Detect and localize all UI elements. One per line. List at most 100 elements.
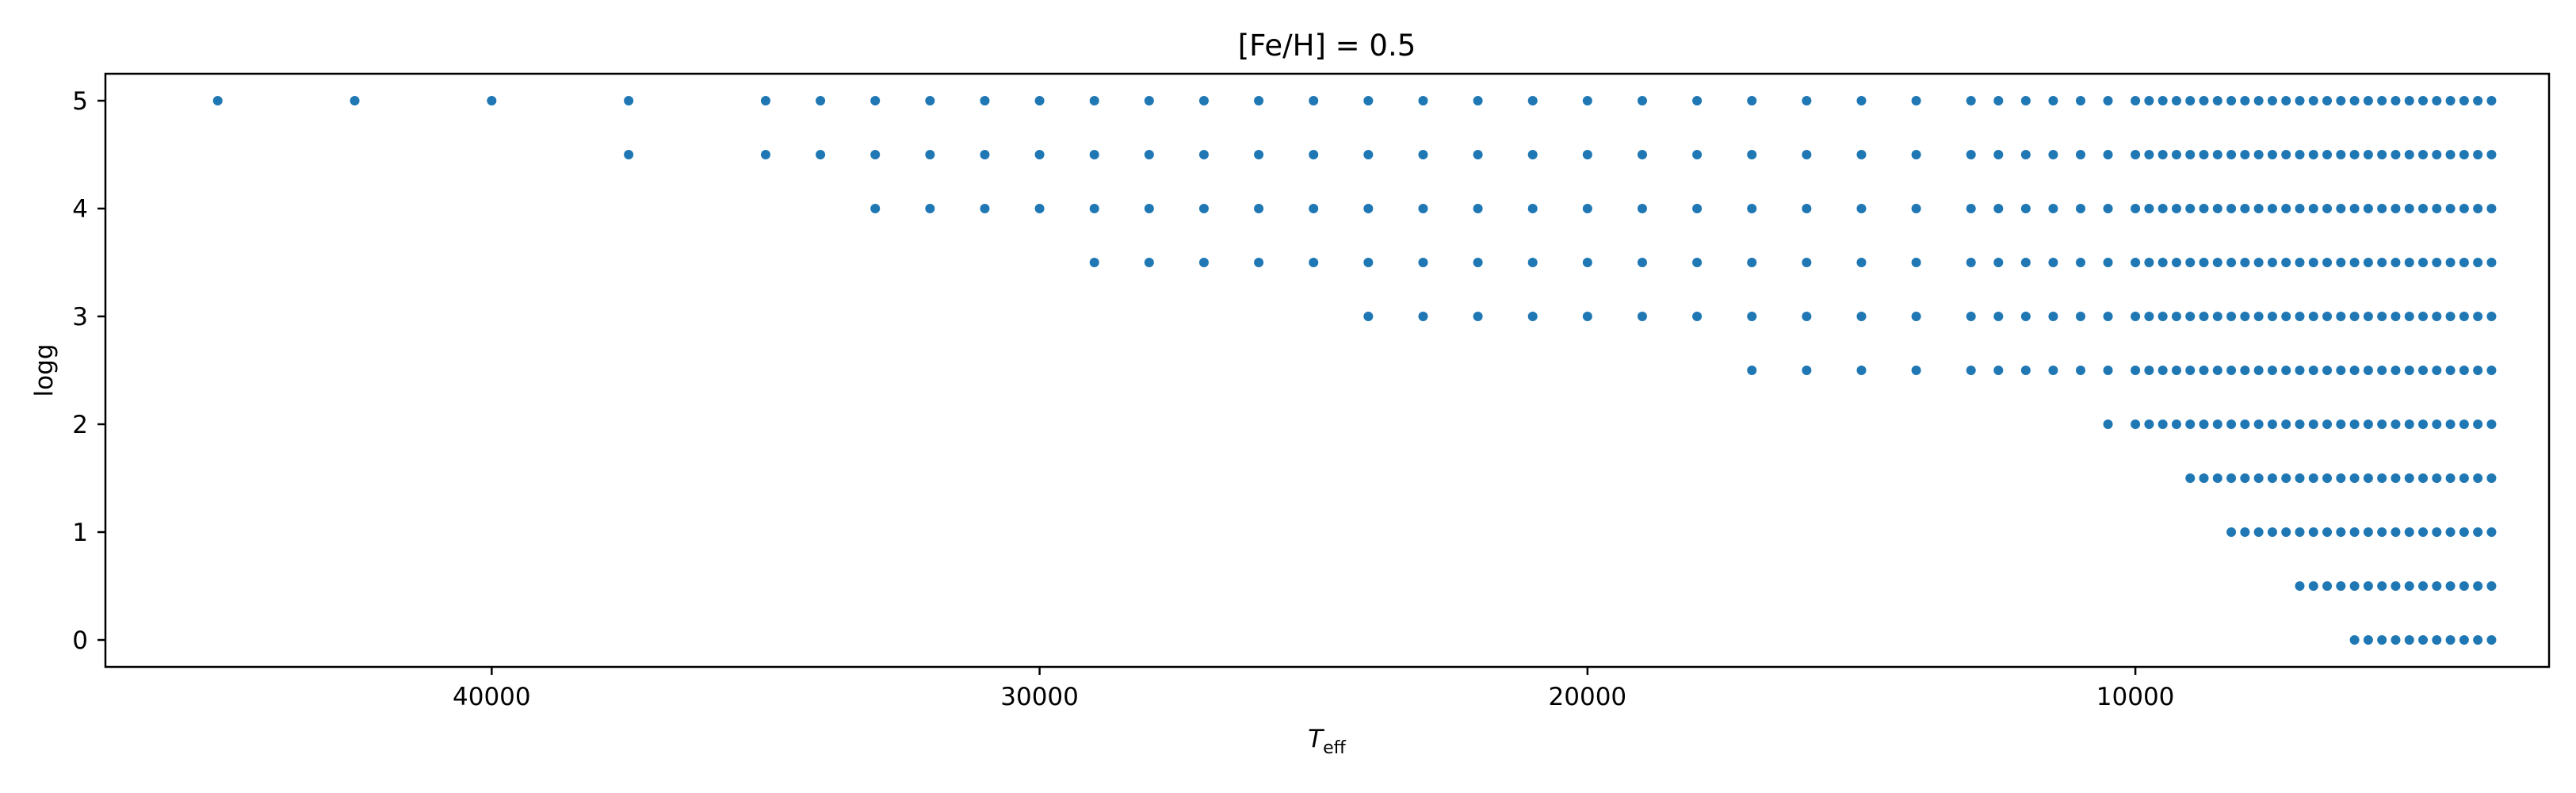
data-point: [1473, 258, 1483, 267]
data-point: [2103, 312, 2113, 321]
data-point: [2432, 312, 2442, 321]
data-point: [2240, 258, 2250, 267]
x-axis-ticks: 40000 30000 20000 10000: [453, 667, 2174, 711]
data-point: [1747, 96, 1757, 105]
data-point: [2391, 96, 2401, 105]
data-point: [2185, 473, 2196, 483]
data-point: [2295, 581, 2305, 591]
y-tick-label: 1: [72, 519, 88, 547]
data-point: [2486, 258, 2497, 267]
data-point: [2157, 150, 2168, 159]
data-point: [2445, 473, 2456, 483]
data-point: [2240, 366, 2250, 375]
data-point: [212, 96, 223, 105]
data-point: [2240, 473, 2250, 483]
data-point: [980, 96, 990, 105]
data-point: [2253, 312, 2264, 321]
data-point: [2391, 204, 2401, 213]
data-point: [2404, 635, 2414, 645]
data-point: [2349, 581, 2360, 591]
data-point: [2432, 635, 2442, 645]
data-point: [2075, 150, 2085, 159]
data-point: [2308, 258, 2318, 267]
data-point: [2226, 258, 2237, 267]
data-point: [2295, 527, 2305, 537]
data-point: [2322, 150, 2333, 159]
data-point: [2075, 96, 2085, 105]
data-point: [2212, 419, 2222, 429]
data-point: [2020, 96, 2031, 105]
data-point: [1363, 258, 1374, 267]
data-point: [2363, 312, 2373, 321]
data-point: [1254, 96, 1264, 105]
data-point: [2295, 419, 2305, 429]
data-point: [2418, 581, 2429, 591]
data-point: [2295, 473, 2305, 483]
data-point: [2144, 366, 2154, 375]
data-point: [2267, 150, 2277, 159]
data-point: [2075, 366, 2085, 375]
data-point: [2432, 204, 2442, 213]
data-point: [980, 204, 990, 213]
data-point: [2171, 96, 2181, 105]
data-point: [2185, 419, 2196, 429]
data-point: [1802, 150, 1812, 159]
y-tick-label: 0: [72, 626, 88, 655]
data-point: [2020, 150, 2031, 159]
data-point: [2418, 527, 2429, 537]
data-point: [2473, 258, 2483, 267]
data-point: [1089, 204, 1099, 213]
data-point: [2185, 204, 2196, 213]
data-point: [2432, 527, 2442, 537]
data-point: [2253, 527, 2264, 537]
data-point: [870, 150, 881, 159]
data-point: [2199, 473, 2209, 483]
data-point: [1144, 204, 1154, 213]
data-point: [1418, 312, 1428, 321]
data-point: [2473, 150, 2483, 159]
data-point: [925, 96, 935, 105]
data-point: [2322, 204, 2333, 213]
data-point: [2459, 527, 2469, 537]
data-point: [2322, 312, 2333, 321]
data-point: [2144, 312, 2154, 321]
data-point: [2418, 258, 2429, 267]
data-point: [1582, 312, 1592, 321]
data-point: [2473, 312, 2483, 321]
data-point: [2103, 96, 2113, 105]
data-point: [2336, 150, 2346, 159]
data-point: [2212, 258, 2222, 267]
data-point: [2308, 366, 2318, 375]
data-point: [2391, 150, 2401, 159]
data-point: [2131, 312, 2141, 321]
data-point: [2308, 150, 2318, 159]
data-point: [2349, 204, 2360, 213]
data-point: [1911, 258, 1921, 267]
data-point: [2486, 204, 2497, 213]
data-point: [1692, 96, 1703, 105]
data-point: [2336, 96, 2346, 105]
data-point: [2185, 312, 2196, 321]
data-point: [2267, 312, 2277, 321]
data-point: [1747, 366, 1757, 375]
data-point: [2349, 150, 2360, 159]
data-point: [1527, 96, 1538, 105]
data-point: [2377, 473, 2387, 483]
data-point: [2322, 419, 2333, 429]
data-point: [2199, 312, 2209, 321]
data-point: [1418, 258, 1428, 267]
data-point: [2240, 312, 2250, 321]
data-point: [2377, 204, 2387, 213]
data-point: [2336, 527, 2346, 537]
data-point: [2267, 419, 2277, 429]
data-point: [2363, 258, 2373, 267]
data-point: [2336, 581, 2346, 591]
data-point: [2391, 366, 2401, 375]
data-point: [1034, 204, 1045, 213]
data-point: [2075, 204, 2085, 213]
data-point: [2144, 419, 2154, 429]
data-point: [2473, 635, 2483, 645]
data-point: [2391, 258, 2401, 267]
data-point: [2212, 312, 2222, 321]
data-point: [1527, 150, 1538, 159]
